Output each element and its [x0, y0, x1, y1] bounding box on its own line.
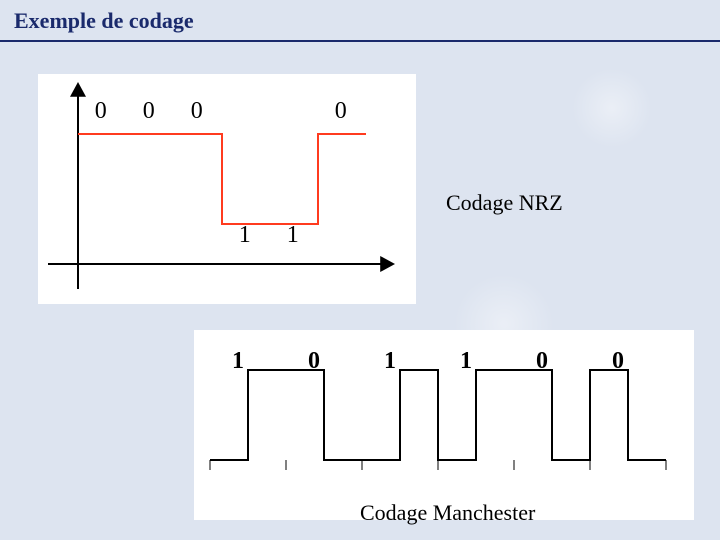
nrz-label: Codage NRZ: [446, 190, 563, 216]
manchester-bit-label: 0: [612, 348, 624, 375]
manchester-caption: Codage Manchester: [360, 500, 535, 526]
svg-text:0: 0: [335, 98, 347, 124]
manchester-bit-label: 1: [460, 348, 472, 375]
nrz-chart-panel: 0 0 0 0 1 1: [38, 74, 416, 304]
svg-text:0: 0: [143, 98, 155, 124]
svg-text:0: 0: [191, 98, 203, 124]
svg-text:1: 1: [239, 222, 251, 248]
manchester-bit-label: 1: [384, 348, 396, 375]
manchester-bit-label: 1: [232, 348, 244, 375]
nrz-chart: 0 0 0 0 1 1: [38, 74, 416, 304]
manchester-bit-label: 0: [536, 348, 548, 375]
title-underline: [0, 40, 720, 42]
svg-text:1: 1: [287, 222, 299, 248]
svg-text:0: 0: [95, 98, 107, 124]
manchester-bit-label: 0: [308, 348, 320, 375]
page-title: Exemple de codage: [0, 0, 720, 40]
